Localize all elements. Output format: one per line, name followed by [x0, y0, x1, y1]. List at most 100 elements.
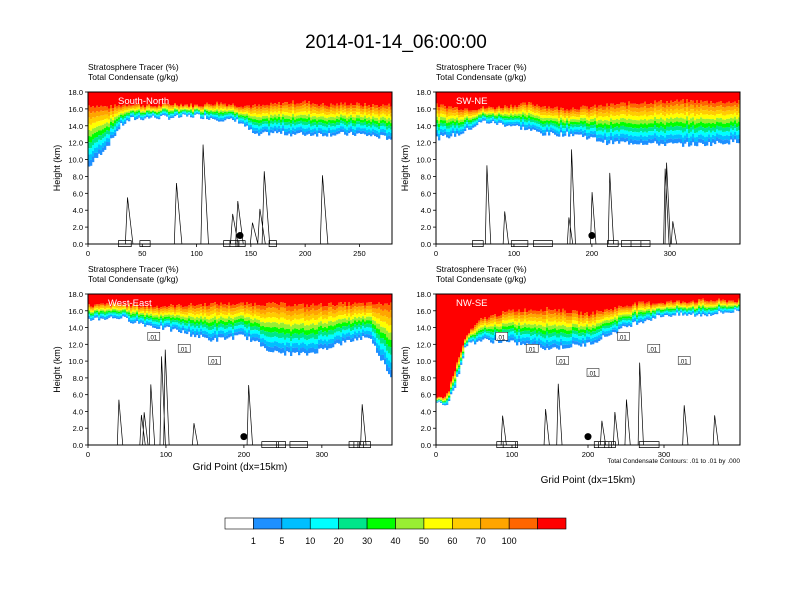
tracer-band-cell [232, 322, 235, 326]
tracer-band-cell [610, 114, 613, 119]
tracer-band-cell [108, 316, 111, 318]
tracer-band-cell [714, 92, 717, 104]
tracer-band-cell [210, 326, 213, 331]
tracer-band-cell [116, 108, 119, 112]
tracer-band-cell [182, 327, 185, 331]
tracer-band-cell [620, 102, 623, 107]
tracer-band-cell [662, 119, 665, 124]
tracer-band-cell [210, 115, 213, 117]
tracer-band-cell [362, 120, 365, 123]
tracer-band-cell [124, 308, 127, 311]
tracer-band-cell [368, 327, 371, 331]
tracer-band-cell [332, 92, 335, 105]
tracer-band-cell [698, 126, 701, 131]
tracer-band-cell [254, 310, 257, 315]
tracer-band-cell [462, 110, 465, 113]
tracer-band-cell [536, 118, 539, 121]
tracer-band-cell [370, 313, 373, 317]
tracer-band-cell [252, 108, 255, 111]
tracer-band-cell [502, 113, 505, 115]
tracer-band-cell [700, 138, 703, 143]
tracer-band-cell [212, 108, 215, 110]
tracer-band-cell [668, 107, 671, 111]
tracer-band-cell [358, 334, 361, 338]
tracer-band-cell [132, 114, 135, 116]
tracer-band-cell [346, 329, 349, 334]
tracer-band-cell [268, 114, 271, 118]
tracer-band-cell [316, 305, 319, 311]
tracer-band-cell [454, 110, 457, 114]
tracer-band-cell [98, 310, 101, 313]
tracer-band-cell [90, 310, 93, 313]
tracer-band-cell [550, 127, 553, 130]
tracer-band-cell [586, 109, 589, 114]
tracer-band-cell [718, 122, 721, 127]
tracer-band-cell [632, 124, 635, 129]
tracer-band-cell [172, 109, 175, 111]
tracer-band-cell [576, 131, 579, 135]
tracer-band-cell [238, 115, 241, 118]
tracer-band-cell [524, 92, 527, 103]
tracer-band-cell [726, 118, 729, 123]
tracer-band-cell [658, 105, 661, 111]
tracer-band-cell [242, 305, 245, 310]
tracer-band-cell [536, 110, 539, 113]
tracer-band-cell [356, 325, 359, 330]
tracer-band-cell [550, 108, 553, 111]
tracer-band-cell [238, 303, 241, 307]
tracer-band-cell [640, 103, 643, 108]
tracer-band-cell [596, 138, 599, 142]
tracer-band-cell [490, 115, 493, 117]
tracer-band-cell [390, 133, 393, 137]
tracer-band-cell [652, 127, 655, 132]
tracer-band-cell [278, 102, 281, 106]
tracer-band-cell [260, 128, 263, 132]
tracer-band-cell [646, 108, 649, 113]
tracer-band-cell [180, 319, 183, 323]
tracer-band-cell [104, 306, 107, 308]
tracer-band-cell [592, 131, 595, 135]
tracer-band-cell [542, 109, 545, 113]
tracer-band-cell [296, 310, 299, 316]
tracer-band-cell [116, 113, 119, 117]
tracer-band-cell [134, 105, 137, 108]
tracer-band-cell [194, 330, 197, 335]
tracer-band-cell [356, 307, 359, 311]
tracer-band-cell [638, 132, 641, 137]
tracer-band-cell [316, 343, 319, 349]
tracer-band-cell [204, 112, 207, 114]
tracer-band-cell [110, 121, 113, 126]
tracer-band-cell [248, 122, 251, 126]
tracer-band-cell [260, 114, 263, 118]
tracer-band-cell [370, 327, 373, 332]
tracer-band-cell [718, 130, 721, 135]
tracer-band-cell [214, 312, 217, 317]
tracer-band-cell [174, 322, 177, 325]
y-tick-label: 2.0 [73, 223, 83, 232]
tracer-band-cell [658, 101, 661, 106]
tracer-band-cell [302, 124, 305, 129]
tracer-band-cell [680, 92, 683, 101]
tracer-band-cell [440, 110, 443, 114]
tracer-band-cell [540, 112, 543, 116]
tracer-band-cell [314, 329, 317, 335]
tracer-band-cell [136, 117, 139, 120]
tracer-band-cell [236, 304, 239, 308]
tracer-band-cell [384, 132, 387, 136]
tracer-band-cell [486, 107, 489, 110]
tracer-band-cell [326, 121, 329, 125]
tracer-band-cell [698, 134, 701, 139]
tracer-band-cell [730, 121, 733, 126]
tracer-band-cell [270, 129, 273, 133]
tracer-band-cell [322, 323, 325, 328]
tracer-band-cell [136, 319, 139, 321]
tracer-band-cell [122, 306, 125, 309]
tracer-band-cell [718, 110, 721, 115]
tracer-band-cell [122, 304, 125, 306]
tracer-band-cell [268, 346, 271, 352]
tracer-band-cell [534, 125, 537, 128]
tracer-band-cell [328, 112, 331, 115]
tracer-band-cell [678, 101, 681, 106]
tracer-band-cell [190, 111, 193, 114]
tracer-band-cell [670, 104, 673, 110]
